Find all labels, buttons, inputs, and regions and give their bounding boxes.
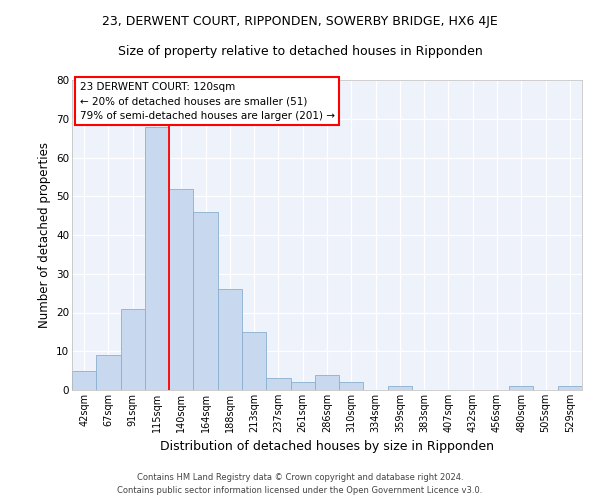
Bar bbox=[290, 382, 315, 390]
Bar bbox=[388, 386, 412, 390]
Bar bbox=[145, 126, 169, 390]
Bar bbox=[193, 212, 218, 390]
Text: Size of property relative to detached houses in Ripponden: Size of property relative to detached ho… bbox=[118, 45, 482, 58]
Bar bbox=[558, 386, 582, 390]
Bar bbox=[96, 355, 121, 390]
Text: 23, DERWENT COURT, RIPPONDEN, SOWERBY BRIDGE, HX6 4JE: 23, DERWENT COURT, RIPPONDEN, SOWERBY BR… bbox=[102, 15, 498, 28]
Text: 23 DERWENT COURT: 120sqm
← 20% of detached houses are smaller (51)
79% of semi-d: 23 DERWENT COURT: 120sqm ← 20% of detach… bbox=[80, 82, 335, 121]
Text: Contains HM Land Registry data © Crown copyright and database right 2024.
Contai: Contains HM Land Registry data © Crown c… bbox=[118, 474, 482, 495]
Bar bbox=[315, 374, 339, 390]
Bar bbox=[121, 308, 145, 390]
Y-axis label: Number of detached properties: Number of detached properties bbox=[38, 142, 50, 328]
X-axis label: Distribution of detached houses by size in Ripponden: Distribution of detached houses by size … bbox=[160, 440, 494, 454]
Bar bbox=[509, 386, 533, 390]
Bar bbox=[72, 370, 96, 390]
Bar bbox=[218, 289, 242, 390]
Bar bbox=[339, 382, 364, 390]
Bar bbox=[169, 188, 193, 390]
Bar bbox=[242, 332, 266, 390]
Bar bbox=[266, 378, 290, 390]
